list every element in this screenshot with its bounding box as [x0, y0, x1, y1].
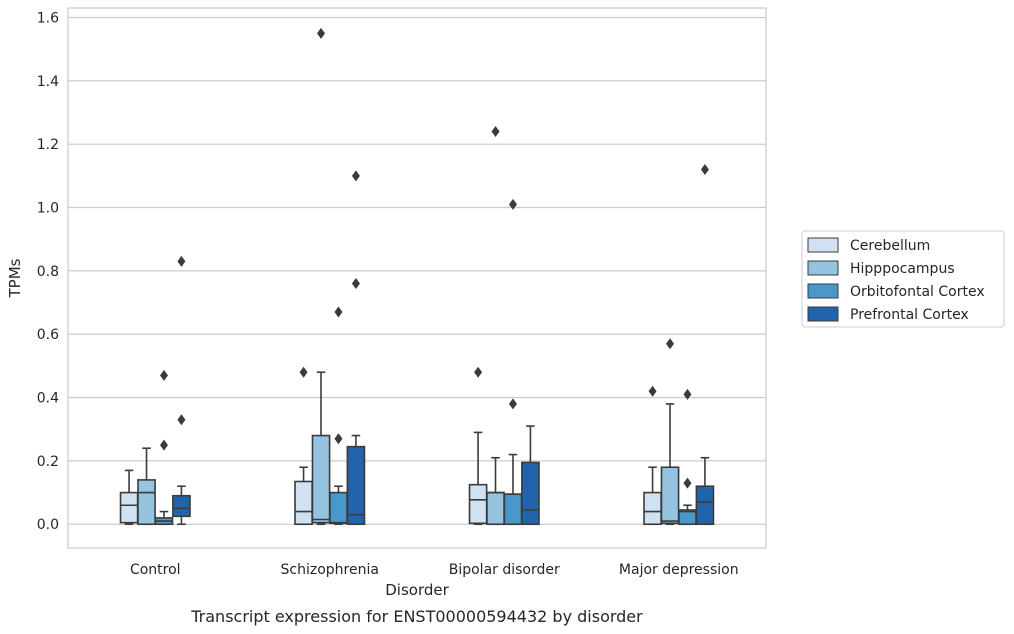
box-iqr	[521, 461, 540, 526]
box-cerebellum	[468, 366, 488, 526]
y-tick-label: 0.8	[37, 264, 59, 280]
box-iqr	[486, 491, 505, 526]
box-iqr	[311, 434, 331, 524]
outlier-point	[159, 439, 168, 451]
box-prefrontal-cortex	[521, 425, 540, 526]
outlier-point	[351, 170, 360, 182]
box-prefrontal-cortex	[346, 170, 366, 526]
legend-swatch	[807, 237, 839, 253]
y-tick-label: 1.2	[37, 137, 59, 153]
y-axis-label: TPMs	[6, 258, 24, 298]
outlier-point	[683, 477, 692, 489]
y-tick-label: 0.2	[37, 454, 59, 470]
y-tick-label: 0.4	[37, 391, 59, 407]
legend-entry-label: Hipppocampus	[850, 261, 955, 277]
box-hipppocampus	[660, 338, 680, 526]
box-hipppocampus	[486, 126, 505, 526]
x-tick-label: Bipolar disorder	[449, 562, 560, 578]
legend-swatch	[807, 283, 839, 299]
box-cerebellum	[643, 385, 662, 526]
y-tick-label: 1.4	[37, 74, 59, 90]
legend-entry-label: Prefrontal Cortex	[850, 307, 969, 323]
box-orbitofontal-cortex	[329, 306, 348, 526]
box-iqr	[137, 479, 156, 526]
legend: Cerebellum Hipppocampus Orbitofontal Corte…	[801, 230, 1005, 328]
y-tick-label: 1.0	[37, 201, 59, 217]
box-cerebellum	[119, 469, 139, 526]
outlier-point	[491, 126, 500, 138]
x-tick-label: Schizophrenia	[281, 562, 379, 578]
box-orbitofontal-cortex	[154, 369, 174, 526]
outlier-point	[299, 366, 308, 378]
box-iqr	[468, 483, 488, 525]
outlier-point	[700, 164, 709, 176]
outlier-point	[177, 414, 186, 426]
legend-swatch	[807, 306, 839, 322]
box-iqr	[346, 445, 366, 526]
outlier-point	[508, 398, 517, 410]
box-hipppocampus	[311, 27, 331, 526]
box-prefrontal-cortex	[172, 255, 191, 526]
outlier-point	[334, 433, 343, 445]
legend-entry-label: Orbitofontal Cortex	[850, 284, 985, 300]
plot-area-frame	[67, 7, 767, 549]
x-tick-label: Major depression	[619, 562, 739, 578]
box-hipppocampus	[137, 447, 156, 526]
legend-entry-label: Cerebellum	[850, 238, 930, 254]
outlier-point	[159, 369, 168, 381]
box-iqr	[294, 480, 313, 526]
figure-caption: Transcript expression for ENST0000059443…	[190, 607, 643, 626]
box-orbitofontal-cortex	[503, 198, 523, 526]
y-tick-label: 0.0	[37, 517, 59, 533]
box-iqr	[329, 491, 348, 525]
outlier-point	[317, 27, 326, 39]
box-iqr	[695, 485, 715, 526]
box-iqr	[660, 466, 680, 525]
box-iqr	[643, 491, 662, 526]
box-iqr	[503, 493, 523, 526]
y-tick-label: 1.6	[37, 11, 59, 27]
x-axis-ticks: Control Schizophrenia Bipolar disorder Majo…	[130, 562, 739, 578]
outlier-point	[177, 255, 186, 267]
legend-swatch	[807, 260, 839, 276]
box-iqr	[119, 491, 139, 524]
y-axis-ticks: 0.0 0.2 0.4 0.6 0.8 1.0 1.2 1.4 1.6	[37, 11, 59, 534]
outlier-point	[666, 338, 675, 350]
outlier-point	[648, 385, 657, 397]
legend-frame	[801, 230, 1005, 328]
outlier-point	[334, 306, 343, 318]
x-axis-label: Disorder	[385, 581, 449, 599]
box-cerebellum	[294, 366, 313, 526]
box-prefrontal-cortex	[695, 164, 715, 526]
gridlines	[68, 16, 766, 525]
y-tick-label: 0.6	[37, 327, 59, 343]
box-orbitofontal-cortex	[678, 388, 697, 526]
outlier-point	[474, 366, 483, 378]
box-iqr	[172, 494, 191, 518]
x-tick-label: Control	[130, 562, 181, 578]
outlier-point	[508, 198, 517, 210]
boxes	[119, 27, 715, 526]
outlier-point	[683, 388, 692, 400]
outlier-point	[351, 278, 360, 290]
